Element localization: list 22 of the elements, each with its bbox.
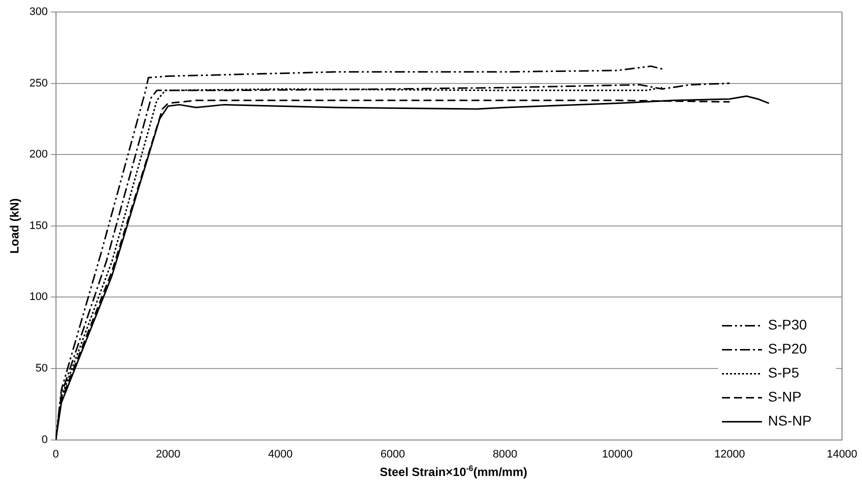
y-tick-label: 0 — [42, 434, 48, 446]
x-tick-label: 2000 — [156, 448, 180, 460]
x-tick-label: 6000 — [380, 448, 405, 460]
y-tick-label: 50 — [36, 362, 48, 375]
x-tick-label: 12000 — [714, 448, 745, 460]
y-tick-label: 100 — [29, 291, 48, 304]
y-axis-title: Load (kN) — [8, 198, 22, 254]
legend-label: S-P5 — [768, 364, 800, 381]
x-tick-label: 4000 — [268, 448, 293, 460]
y-tick-label: 150 — [29, 220, 48, 232]
legend-label: S-P30 — [768, 316, 808, 333]
x-tick-label: 8000 — [492, 448, 518, 460]
x-tick-label: 14000 — [826, 448, 858, 460]
y-tick-label: 300 — [29, 6, 48, 18]
x-axis-title: Steel Strain×10$^{-6}$(mm/mm) — [378, 464, 528, 479]
legend-label: S-NP — [768, 388, 802, 405]
y-tick-label: 200 — [29, 148, 48, 161]
y-tick-label: 250 — [29, 77, 48, 90]
legend-label: NS-NP — [768, 412, 812, 429]
x-tick-label: 10000 — [602, 448, 633, 460]
x-tick-label: 0 — [52, 448, 59, 460]
legend-label: S-P20 — [768, 340, 808, 357]
